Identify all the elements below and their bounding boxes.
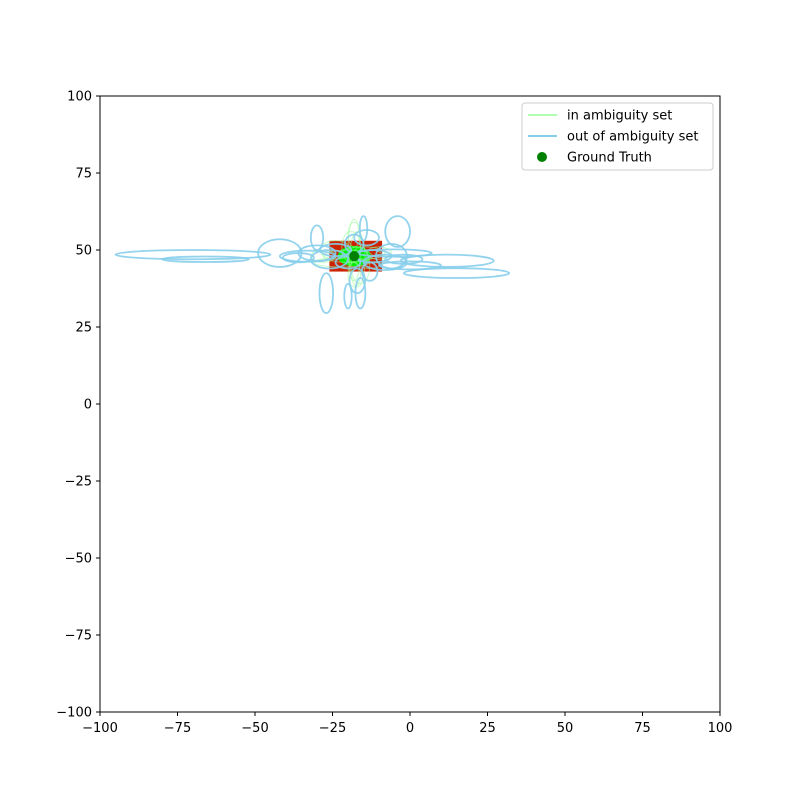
y-tick-label: −75 (65, 629, 92, 644)
ellipse-in-ambiguity-set (347, 261, 361, 288)
plot-content (114, 215, 511, 315)
y-tick-label: 50 (75, 244, 92, 259)
y-tick-label: 75 (75, 167, 92, 182)
y-axis: −100 −75 −50 −25 0 25 50 75 100 (56, 90, 100, 721)
legend-label-out-of-ambiguity-set: out of ambiguity set (567, 130, 698, 145)
ellipse-out-of-ambiguity-set (374, 242, 408, 270)
ellipse-in-ambiguity-set (350, 246, 371, 285)
x-tick-label: −25 (319, 721, 346, 736)
x-tick-label: 75 (634, 721, 651, 736)
ellipse-out-of-ambiguity-set (361, 261, 379, 282)
y-tick-label: −100 (56, 706, 92, 721)
ellipse-out-of-ambiguity-set (384, 215, 411, 248)
ellipse-out-of-ambiguity-set (318, 272, 335, 315)
y-tick-label: 100 (67, 90, 92, 105)
x-axis: −100 −75 −50 −25 0 25 50 75 100 (82, 712, 732, 736)
x-tick-label: −75 (164, 721, 191, 736)
ellipse-out-of-ambiguity-set (334, 255, 362, 270)
x-tick-label: −100 (82, 721, 118, 736)
ellipse-out-of-ambiguity-set (319, 242, 353, 258)
ellipse-out-of-ambiguity-set (309, 249, 349, 270)
x-tick-label: 50 (557, 721, 574, 736)
ellipse-out-of-ambiguity-set (402, 267, 511, 279)
legend-label-ground-truth: Ground Truth (567, 151, 652, 166)
ellipse-out-of-ambiguity-set (161, 255, 250, 263)
x-tick-label: 100 (708, 721, 733, 736)
x-tick-label: 0 (406, 721, 414, 736)
ellipse-out-of-ambiguity-set (378, 260, 442, 271)
ellipse-out-of-ambiguity-set (353, 229, 380, 247)
y-tick-label: 25 (75, 321, 92, 336)
y-tick-label: 0 (84, 398, 92, 413)
ellipse-out-of-ambiguity-set (384, 253, 424, 265)
plot-frame (99, 95, 721, 713)
ellipse-in-ambiguity-set (366, 246, 392, 260)
ground-truth-point (349, 251, 360, 262)
legend: in ambiguity set out of ambiguity set Gr… (521, 102, 714, 171)
legend-label-in-ambiguity-set: in ambiguity set (567, 109, 672, 124)
ellipse-out-of-ambiguity-set (114, 249, 272, 261)
x-tick-label: −50 (241, 721, 268, 736)
ellipse-out-of-ambiguity-set (309, 224, 325, 251)
legend-box (521, 102, 714, 171)
legend-swatch-ground-truth (537, 152, 547, 162)
ellipse-out-of-ambiguity-set (343, 282, 353, 310)
x-tick-label: 25 (479, 721, 496, 736)
ellipse-out-of-ambiguity-set (281, 252, 315, 264)
y-tick-label: −25 (65, 475, 92, 490)
ellipse-out-of-ambiguity-set (348, 267, 366, 295)
y-tick-label: −50 (65, 552, 92, 567)
